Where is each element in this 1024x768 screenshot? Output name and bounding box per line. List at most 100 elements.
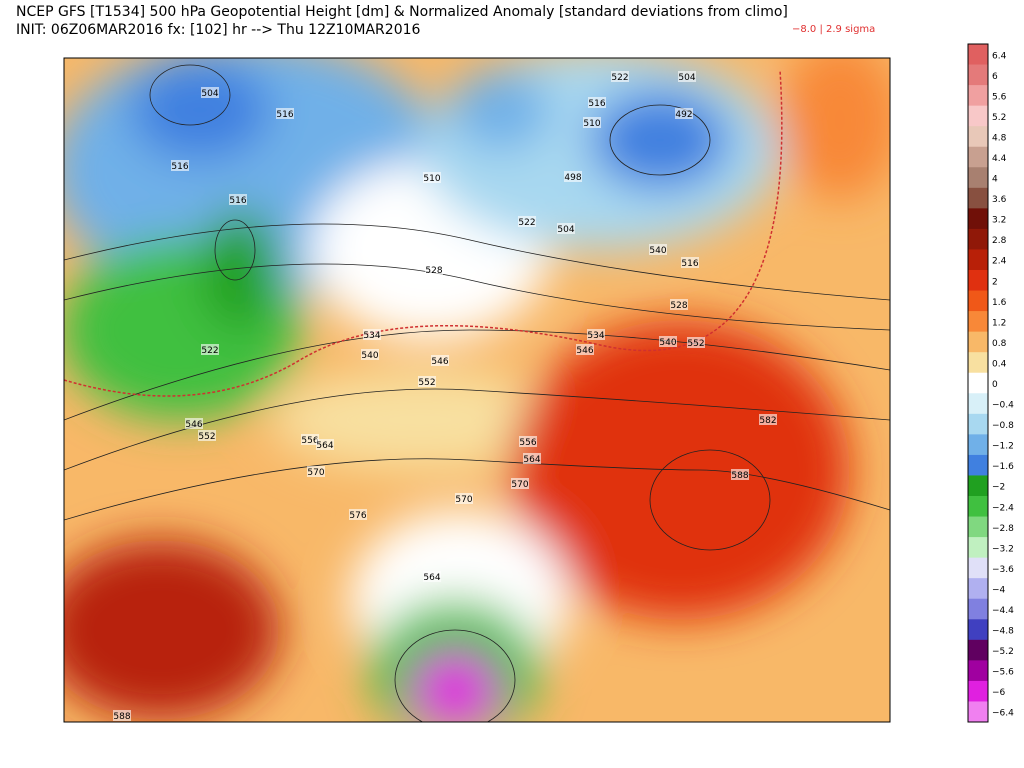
colorbar-label: −5.2 bbox=[992, 647, 1014, 657]
contour-label: 534 bbox=[587, 331, 604, 341]
label-bg bbox=[418, 376, 436, 387]
colorbar-swatch bbox=[968, 454, 988, 476]
colorbar-swatch bbox=[968, 680, 988, 702]
colorbar-label: −1.6 bbox=[992, 462, 1014, 472]
contour-label: 522 bbox=[201, 346, 218, 356]
contour-label: 528 bbox=[425, 266, 442, 276]
colorbar-label: −6.4 bbox=[992, 709, 1014, 719]
contour-label: 552 bbox=[418, 378, 435, 388]
contour-label: 546 bbox=[431, 357, 448, 367]
colorbar-label: −2 bbox=[992, 483, 1005, 493]
colorbar-swatch bbox=[968, 475, 988, 497]
colorbar-swatch bbox=[968, 413, 988, 435]
colorbar-label: 6.4 bbox=[992, 51, 1007, 61]
sigma-contour bbox=[64, 69, 783, 397]
contour-label: 546 bbox=[576, 346, 593, 356]
label-bg bbox=[198, 430, 216, 441]
colorbar-label: −4 bbox=[992, 585, 1006, 595]
colorbar-swatch bbox=[968, 434, 988, 456]
colorbar-label: 0.4 bbox=[992, 359, 1007, 369]
colorbar-label: −0.8 bbox=[992, 421, 1014, 431]
colorbar-swatch bbox=[968, 393, 988, 415]
contour-label: 564 bbox=[423, 573, 440, 583]
contour-label: 504 bbox=[678, 73, 695, 83]
sigma-range: −8.0 | 2.9 sigma bbox=[792, 24, 876, 35]
contour-label: 576 bbox=[349, 511, 366, 521]
colorbar-swatch bbox=[968, 146, 988, 168]
contour-label: 516 bbox=[681, 259, 698, 269]
colorbar-swatch bbox=[968, 126, 988, 148]
colorbar-label: 5.6 bbox=[992, 92, 1007, 102]
contour-label: 588 bbox=[731, 471, 748, 481]
colorbar-swatch bbox=[968, 249, 988, 271]
label-bg bbox=[201, 344, 219, 355]
colorbar-swatch bbox=[968, 352, 988, 374]
colorbar-label: −2.4 bbox=[992, 503, 1014, 513]
contour-label: 516 bbox=[229, 196, 246, 206]
colorbar-label: 6 bbox=[992, 72, 998, 82]
colorbar-swatch bbox=[968, 270, 988, 292]
contour-label: 510 bbox=[423, 174, 440, 184]
label-bg bbox=[201, 87, 219, 98]
label-bg bbox=[316, 439, 334, 450]
colorbar-label: −3.6 bbox=[992, 565, 1014, 575]
contour-label: 522 bbox=[518, 218, 535, 228]
colorbar-swatch bbox=[968, 105, 988, 127]
label-bg bbox=[171, 160, 189, 171]
label-bg bbox=[423, 172, 441, 183]
anomaly-field bbox=[64, 58, 890, 722]
label-bg bbox=[731, 469, 749, 480]
colorbar-label: 1.2 bbox=[992, 318, 1006, 328]
colorbar-swatch bbox=[968, 516, 988, 538]
colorbar-label: 3.6 bbox=[992, 195, 1007, 205]
colorbar-swatch bbox=[968, 311, 988, 333]
contours bbox=[64, 64, 890, 722]
colorbar-label: 4.4 bbox=[992, 154, 1007, 164]
label-bg bbox=[518, 216, 536, 227]
colorbar-label: 0.8 bbox=[992, 339, 1007, 349]
contour-label: 564 bbox=[523, 455, 540, 465]
contour-label: 540 bbox=[659, 338, 676, 348]
colorbar-swatch bbox=[968, 660, 988, 682]
label-bg bbox=[363, 329, 381, 340]
label-bg bbox=[583, 117, 601, 128]
label-bg bbox=[681, 257, 699, 268]
colorbar-swatch bbox=[968, 64, 988, 86]
title: NCEP GFS [T1534] 500 hPa Geopotential He… bbox=[16, 4, 788, 20]
colorbar-swatch bbox=[968, 167, 988, 189]
colorbar-swatch bbox=[968, 598, 988, 620]
colorbar-swatch bbox=[968, 187, 988, 209]
label-bg bbox=[349, 509, 367, 520]
colorbar-label: 3.2 bbox=[992, 216, 1006, 226]
contour-label: 582 bbox=[759, 416, 776, 426]
label-bg bbox=[588, 97, 606, 108]
label-bg bbox=[564, 171, 582, 182]
colorbar-label: 2.4 bbox=[992, 257, 1007, 267]
contour-label: 570 bbox=[511, 480, 528, 490]
contour-label: 498 bbox=[564, 173, 581, 183]
contour-label: 522 bbox=[611, 73, 628, 83]
label-bg bbox=[113, 710, 131, 721]
colorbar-label: 4.8 bbox=[992, 133, 1007, 143]
colorbar-swatch bbox=[968, 372, 988, 394]
label-bg bbox=[229, 194, 247, 205]
contour-label: 516 bbox=[588, 99, 605, 109]
contour-label: 564 bbox=[316, 441, 333, 451]
colorbar-swatch bbox=[968, 85, 988, 107]
label-bg bbox=[307, 466, 325, 477]
contour-label: 552 bbox=[198, 432, 215, 442]
colorbar-label: −6 bbox=[992, 688, 1006, 698]
contour-label: 552 bbox=[687, 339, 704, 349]
contour-label: 546 bbox=[185, 420, 202, 430]
contour-label: 556 bbox=[301, 436, 318, 446]
contour-label: 540 bbox=[361, 351, 378, 361]
contour-label: 588 bbox=[113, 712, 130, 722]
colorbar-label: −4.4 bbox=[992, 606, 1014, 616]
colorbar-swatch bbox=[968, 208, 988, 230]
colorbar-swatch bbox=[968, 701, 988, 723]
label-bg bbox=[425, 264, 443, 275]
label-bg bbox=[557, 223, 575, 234]
contour-label: 516 bbox=[171, 162, 188, 172]
